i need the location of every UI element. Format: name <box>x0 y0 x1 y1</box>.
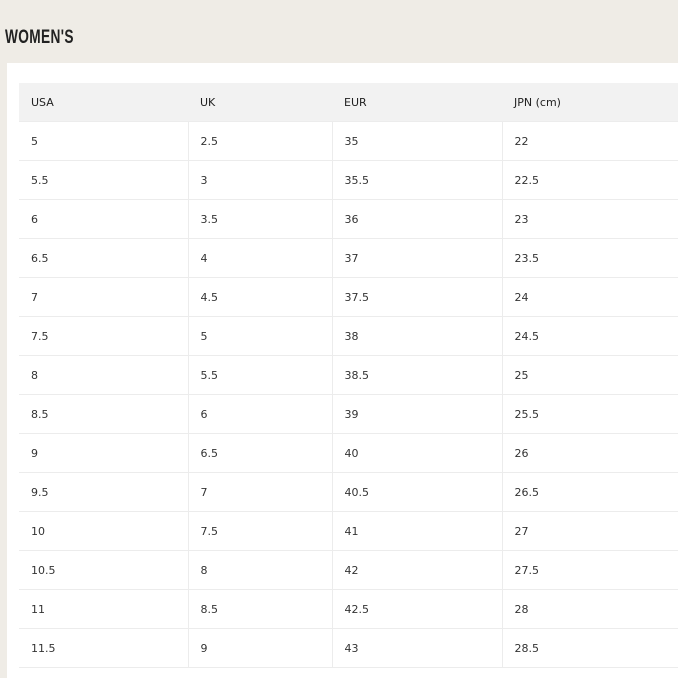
cell-uk: 9 <box>188 628 333 668</box>
cell-uk: 8.5 <box>188 589 333 629</box>
section-title: WOMEN'S <box>5 27 74 48</box>
cell-jpn: 25 <box>502 355 678 395</box>
cell-jpn: 26 <box>502 433 678 473</box>
header-jpn: JPN (cm) <box>502 83 678 122</box>
table-row: 11 8.5 42.5 28 <box>19 589 678 629</box>
cell-usa: 10 <box>19 511 189 551</box>
cell-uk: 3.5 <box>188 199 333 239</box>
table-row: 6.5 4 37 23.5 <box>19 238 678 278</box>
cell-usa: 6 <box>19 199 189 239</box>
cell-eur: 35.5 <box>332 160 503 200</box>
cell-eur: 35 <box>332 121 503 161</box>
table-header-row: USA UK EUR JPN (cm) <box>19 83 678 122</box>
cell-eur: 40.5 <box>332 472 503 512</box>
size-chart-table: USA UK EUR JPN (cm) 5 2.5 35 22 5.5 3 35.5 22.5… <box>19 83 678 668</box>
cell-usa: 11.5 <box>19 628 189 668</box>
cell-jpn: 23 <box>502 199 678 239</box>
cell-eur: 40 <box>332 433 503 473</box>
cell-uk: 6 <box>188 394 333 434</box>
table-row: 10.5 8 42 27.5 <box>19 550 678 590</box>
cell-jpn: 23.5 <box>502 238 678 278</box>
cell-jpn: 22 <box>502 121 678 161</box>
cell-eur: 39 <box>332 394 503 434</box>
cell-jpn: 28.5 <box>502 628 678 668</box>
table-row: 6 3.5 36 23 <box>19 199 678 239</box>
header-uk: UK <box>188 83 332 122</box>
table-row: 9.5 7 40.5 26.5 <box>19 472 678 512</box>
cell-jpn: 22.5 <box>502 160 678 200</box>
cell-usa: 8.5 <box>19 394 189 434</box>
table-row: 7 4.5 37.5 24 <box>19 277 678 317</box>
cell-uk: 7.5 <box>188 511 333 551</box>
cell-uk: 2.5 <box>188 121 333 161</box>
table-row: 10 7.5 41 27 <box>19 511 678 551</box>
cell-usa: 7 <box>19 277 189 317</box>
cell-eur: 41 <box>332 511 503 551</box>
cell-eur: 37 <box>332 238 503 278</box>
cell-eur: 42 <box>332 550 503 590</box>
table-row: 9 6.5 40 26 <box>19 433 678 473</box>
cell-eur: 42.5 <box>332 589 503 629</box>
cell-usa: 10.5 <box>19 550 189 590</box>
cell-usa: 9.5 <box>19 472 189 512</box>
cell-eur: 43 <box>332 628 503 668</box>
header-usa: USA <box>19 83 188 122</box>
cell-uk: 7 <box>188 472 333 512</box>
cell-jpn: 25.5 <box>502 394 678 434</box>
cell-jpn: 26.5 <box>502 472 678 512</box>
cell-jpn: 24 <box>502 277 678 317</box>
cell-usa: 7.5 <box>19 316 189 356</box>
table-row: 5.5 3 35.5 22.5 <box>19 160 678 200</box>
cell-uk: 8 <box>188 550 333 590</box>
cell-usa: 6.5 <box>19 238 189 278</box>
table-row: 5 2.5 35 22 <box>19 121 678 161</box>
cell-eur: 36 <box>332 199 503 239</box>
cell-eur: 38 <box>332 316 503 356</box>
cell-uk: 3 <box>188 160 333 200</box>
table-row: 8 5.5 38.5 25 <box>19 355 678 395</box>
cell-uk: 5.5 <box>188 355 333 395</box>
table-row: 8.5 6 39 25.5 <box>19 394 678 434</box>
cell-eur: 38.5 <box>332 355 503 395</box>
cell-usa: 8 <box>19 355 189 395</box>
cell-usa: 9 <box>19 433 189 473</box>
cell-jpn: 27 <box>502 511 678 551</box>
cell-usa: 11 <box>19 589 189 629</box>
cell-usa: 5.5 <box>19 160 189 200</box>
table-row: 7.5 5 38 24.5 <box>19 316 678 356</box>
cell-jpn: 28 <box>502 589 678 629</box>
cell-uk: 4.5 <box>188 277 333 317</box>
cell-jpn: 27.5 <box>502 550 678 590</box>
cell-uk: 4 <box>188 238 333 278</box>
table-row: 11.5 9 43 28.5 <box>19 628 678 668</box>
cell-uk: 6.5 <box>188 433 333 473</box>
header-eur: EUR <box>332 83 502 122</box>
cell-uk: 5 <box>188 316 333 356</box>
cell-jpn: 24.5 <box>502 316 678 356</box>
cell-eur: 37.5 <box>332 277 503 317</box>
cell-usa: 5 <box>19 121 189 161</box>
